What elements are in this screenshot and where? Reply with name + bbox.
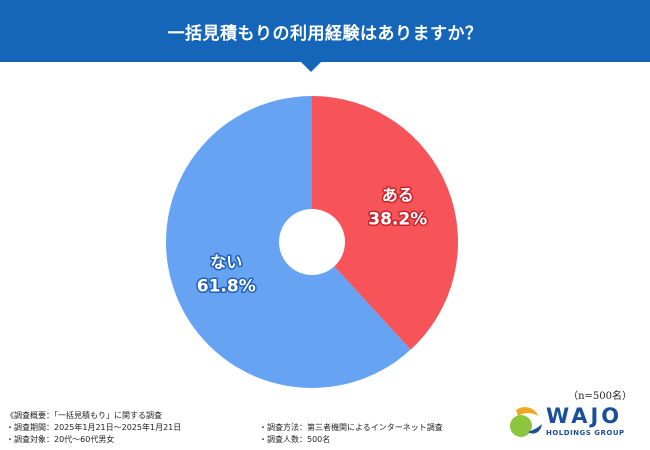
pie-label-nai: ない (210, 252, 242, 271)
survey-overview: 《調査概要：「一括見積もり」に関する調査 (6, 411, 162, 420)
logo-green-ball (510, 415, 532, 437)
survey-target: ・調査対象：20代～60代男女 (6, 435, 115, 444)
pie-slice-aru (312, 96, 459, 350)
logo-blue-swoosh (528, 424, 542, 434)
pie-center-hole (279, 209, 345, 275)
sample-size: （n=500名） (568, 391, 632, 402)
survey-period: ・調査期間：2025年1月21日～2025年1月21日 (6, 423, 182, 432)
header-pointer (300, 61, 322, 72)
survey-count: ・調査人数：500名 (259, 435, 331, 444)
page-title: 一括見積もりの利用経験はありますか？ (167, 23, 483, 44)
survey-method: ・調査方法：第三者機関によるインターネット調査 (259, 423, 443, 432)
pie-percent-aru: 38.2% (368, 210, 427, 230)
pie-label-aru: ある (382, 186, 414, 205)
wajo-logo: WAJO HOLDINGS GROUP (506, 402, 636, 442)
header-banner: 一括見積もりの利用経験はありますか？ (0, 0, 650, 62)
logo-gold-swoosh (516, 407, 538, 416)
logo-subtitle: HOLDINGS GROUP (546, 429, 625, 437)
logo-wordmark: WAJO (546, 404, 623, 428)
wajo-logo-icon (510, 407, 542, 437)
pie-percent-nai: 61.8% (197, 276, 256, 296)
